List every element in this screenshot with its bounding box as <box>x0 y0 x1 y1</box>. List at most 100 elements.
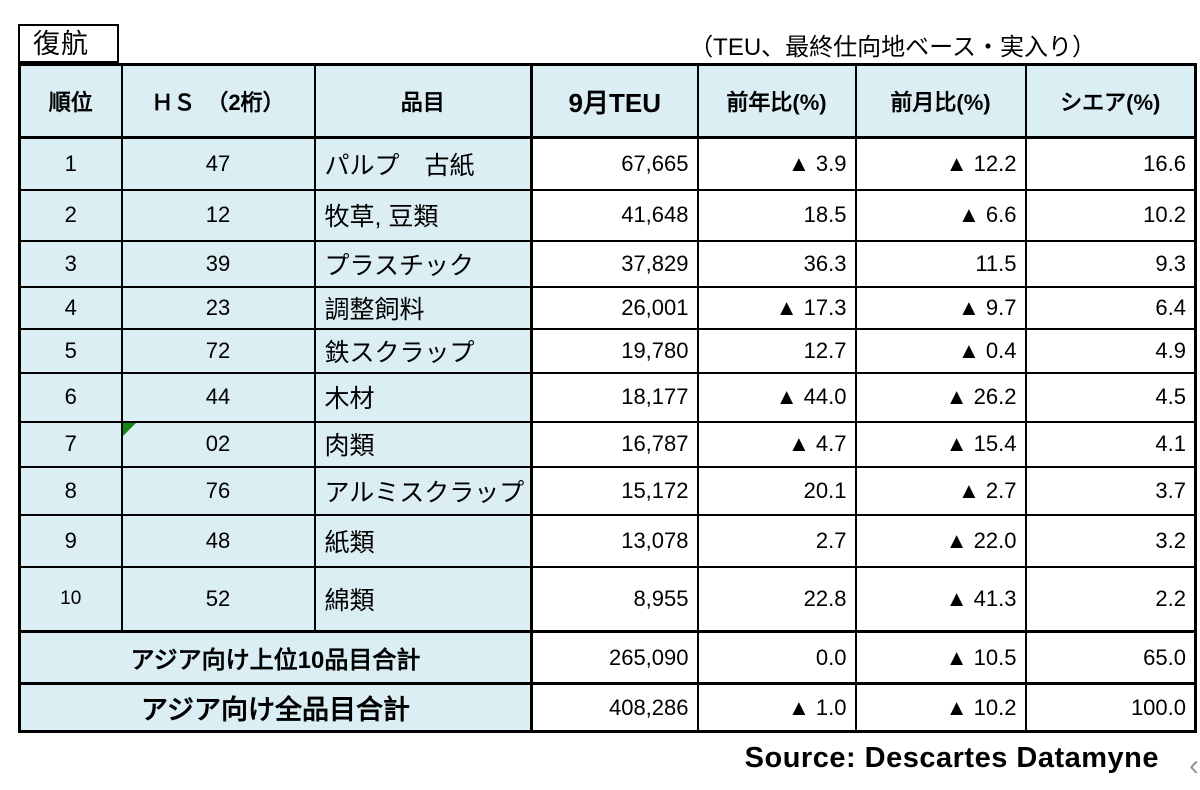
mom-cell: ▲ 2.7 <box>854 465 1027 516</box>
source-credit: Source: Descartes Datamyne <box>744 742 1159 774</box>
item-cell: 牧草, 豆類 <box>313 188 533 242</box>
teu-cell: 18,177 <box>530 371 699 423</box>
mom-cell: ▲ 6.6 <box>854 188 1027 242</box>
yoy-cell: 12.7 <box>696 327 857 374</box>
yoy-cell: ▲ 44.0 <box>696 371 857 423</box>
share-cell: 16.6 <box>1024 136 1197 191</box>
item-cell: 肉類 <box>313 420 533 468</box>
share-cell: 9.3 <box>1024 239 1197 288</box>
hs-cell: 47 <box>120 136 316 191</box>
yoy-cell: 20.1 <box>696 465 857 516</box>
teu-cell: 15,172 <box>530 465 699 516</box>
hs-cell: 72 <box>120 327 316 374</box>
share-cell: 3.2 <box>1024 513 1197 568</box>
ranking-table: 順位 ＨＳ （2桁） 品目 9月TEU 前年比(%) 前月比(%) シエア(%)… <box>18 63 1197 733</box>
mom-cell: ▲ 9.7 <box>854 285 1027 330</box>
yoy-cell: 18.5 <box>696 188 857 242</box>
table-row: 7 02 肉類 16,787 ▲ 4.7 ▲ 15.4 4.1 <box>18 420 1197 468</box>
header-mom: 前月比(%) <box>854 63 1027 139</box>
share-cell: 3.7 <box>1024 465 1197 516</box>
item-cell: アルミスクラップ <box>313 465 533 516</box>
hs-cell: 39 <box>120 239 316 288</box>
share-cell: 6.4 <box>1024 285 1197 330</box>
mom-cell: ▲ 22.0 <box>854 513 1027 568</box>
item-cell: パルプ 古紙 <box>313 136 533 191</box>
teu-cell: 19,780 <box>530 327 699 374</box>
teu-cell: 8,955 <box>530 565 699 633</box>
rank-cell: 9 <box>18 513 123 568</box>
mom-cell: ▲ 26.2 <box>854 371 1027 423</box>
hs-cell: 48 <box>120 513 316 568</box>
share-cell: 2.2 <box>1024 565 1197 633</box>
mom-cell: ▲ 10.2 <box>854 682 1027 733</box>
rank-cell: 10 <box>18 565 123 633</box>
teu-cell: 408,286 <box>530 682 699 733</box>
table-row: 6 44 木材 18,177 ▲ 44.0 ▲ 26.2 4.5 <box>18 371 1197 423</box>
teu-cell: 41,648 <box>530 188 699 242</box>
chevron-left-icon[interactable]: ‹ <box>1189 749 1199 782</box>
rank-cell: 3 <box>18 239 123 288</box>
yoy-cell: ▲ 3.9 <box>696 136 857 191</box>
rank-cell: 2 <box>18 188 123 242</box>
item-cell: 紙類 <box>313 513 533 568</box>
table-row: 5 72 鉄スクラップ 19,780 12.7 ▲ 0.4 4.9 <box>18 327 1197 374</box>
header-share: シエア(%) <box>1024 63 1197 139</box>
header-row: 順位 ＨＳ （2桁） 品目 9月TEU 前年比(%) 前月比(%) シエア(%) <box>18 63 1197 139</box>
rank-cell: 1 <box>18 136 123 191</box>
header-item: 品目 <box>313 63 533 139</box>
item-cell: プラスチック <box>313 239 533 288</box>
table-row: 4 23 調整飼料 26,001 ▲ 17.3 ▲ 9.7 6.4 <box>18 285 1197 330</box>
total-row-top10: アジア向け上位10品目合計 265,090 0.0 ▲ 10.5 65.0 <box>18 630 1197 685</box>
excel-error-indicator-icon <box>123 423 136 436</box>
teu-cell: 265,090 <box>530 630 699 685</box>
rank-cell: 7 <box>18 420 123 468</box>
table-row: 1 47 パルプ 古紙 67,665 ▲ 3.9 ▲ 12.2 16.6 <box>18 136 1197 191</box>
item-cell: 鉄スクラップ <box>313 327 533 374</box>
corner-label: 復航 <box>18 24 119 63</box>
mom-cell: ▲ 15.4 <box>854 420 1027 468</box>
table-row: 8 76 アルミスクラップ 15,172 20.1 ▲ 2.7 3.7 <box>18 465 1197 516</box>
yoy-cell: 0.0 <box>696 630 857 685</box>
mom-cell: 11.5 <box>854 239 1027 288</box>
table-row: 10 52 綿類 8,955 22.8 ▲ 41.3 2.2 <box>18 565 1197 633</box>
mom-cell: ▲ 10.5 <box>854 630 1027 685</box>
share-cell: 4.1 <box>1024 420 1197 468</box>
header-yoy: 前年比(%) <box>696 63 857 139</box>
table-row: 3 39 プラスチック 37,829 36.3 11.5 9.3 <box>18 239 1197 288</box>
item-cell: 木材 <box>313 371 533 423</box>
hs-cell: 44 <box>120 371 316 423</box>
yoy-cell: ▲ 4.7 <box>696 420 857 468</box>
table-subtitle: （TEU、最終仕向地ベース・実入り） <box>689 34 1096 61</box>
table-row: 9 48 紙類 13,078 2.7 ▲ 22.0 3.2 <box>18 513 1197 568</box>
hs-cell: 76 <box>120 465 316 516</box>
header-hs: ＨＳ （2桁） <box>120 63 316 139</box>
share-cell: 10.2 <box>1024 188 1197 242</box>
share-cell: 4.5 <box>1024 371 1197 423</box>
hs-cell: 12 <box>120 188 316 242</box>
yoy-cell: 36.3 <box>696 239 857 288</box>
hs-cell: 52 <box>120 565 316 633</box>
rank-cell: 6 <box>18 371 123 423</box>
yoy-cell: ▲ 17.3 <box>696 285 857 330</box>
total-label-cell: アジア向け全品目合計 <box>18 682 533 733</box>
teu-cell: 26,001 <box>530 285 699 330</box>
item-cell: 綿類 <box>313 565 533 633</box>
hs-cell: 02 <box>120 420 316 468</box>
teu-cell: 67,665 <box>530 136 699 191</box>
share-cell: 65.0 <box>1024 630 1197 685</box>
table-row: 2 12 牧草, 豆類 41,648 18.5 ▲ 6.6 10.2 <box>18 188 1197 242</box>
hs-cell: 23 <box>120 285 316 330</box>
teu-cell: 13,078 <box>530 513 699 568</box>
rank-cell: 4 <box>18 285 123 330</box>
teu-cell: 37,829 <box>530 239 699 288</box>
mom-cell: ▲ 41.3 <box>854 565 1027 633</box>
yoy-cell: 22.8 <box>696 565 857 633</box>
rank-cell: 5 <box>18 327 123 374</box>
mom-cell: ▲ 12.2 <box>854 136 1027 191</box>
rank-cell: 8 <box>18 465 123 516</box>
hs-value: 02 <box>205 431 231 456</box>
share-cell: 4.9 <box>1024 327 1197 374</box>
yoy-cell: ▲ 1.0 <box>696 682 857 733</box>
mom-cell: ▲ 0.4 <box>854 327 1027 374</box>
